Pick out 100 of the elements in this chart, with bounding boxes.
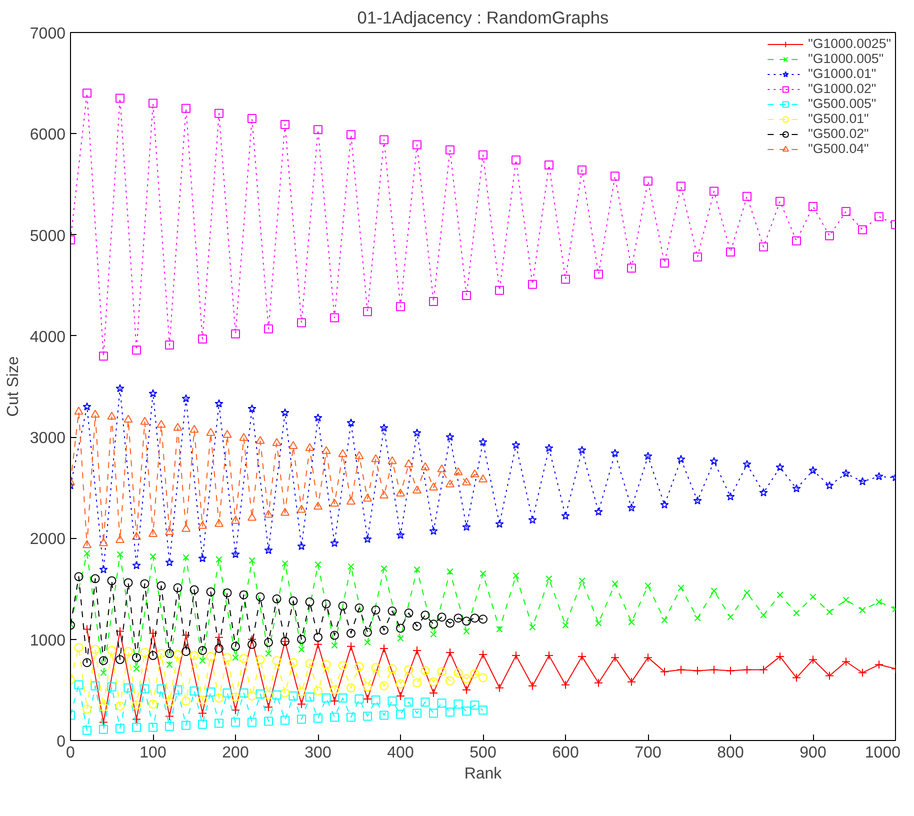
point xyxy=(256,592,265,602)
x-tick-label: 700 xyxy=(634,744,662,762)
point xyxy=(478,673,488,682)
point xyxy=(256,436,265,444)
point xyxy=(331,642,338,649)
point xyxy=(297,634,306,644)
point xyxy=(190,424,199,433)
point xyxy=(124,683,133,692)
point xyxy=(627,264,636,273)
point xyxy=(272,438,282,446)
point xyxy=(165,712,174,721)
point xyxy=(388,696,397,706)
point xyxy=(248,692,256,700)
legend-label: "G500.005" xyxy=(808,96,876,111)
point xyxy=(578,652,586,662)
point xyxy=(116,384,124,392)
point xyxy=(190,686,199,696)
point xyxy=(396,624,405,633)
point xyxy=(198,334,207,344)
point xyxy=(546,575,552,582)
point xyxy=(297,714,306,724)
point xyxy=(380,565,388,572)
point xyxy=(792,236,801,246)
point xyxy=(644,653,652,662)
point xyxy=(495,520,504,528)
point xyxy=(124,414,133,423)
point xyxy=(437,612,446,622)
point xyxy=(90,644,100,654)
point xyxy=(876,598,882,606)
point xyxy=(182,720,190,730)
point xyxy=(338,694,348,703)
point xyxy=(99,656,108,666)
point xyxy=(214,108,224,118)
chart-title: 01-1Adjacency : RandomGraphs xyxy=(357,8,610,28)
point xyxy=(265,650,272,657)
point xyxy=(726,666,735,676)
x-tick-label: 200 xyxy=(222,744,249,762)
point xyxy=(133,665,140,672)
point xyxy=(429,677,438,686)
point xyxy=(99,718,108,727)
point xyxy=(627,677,636,686)
point xyxy=(330,538,339,548)
point xyxy=(288,691,298,700)
point xyxy=(610,448,620,457)
point xyxy=(858,477,867,486)
point xyxy=(248,512,256,521)
point xyxy=(437,698,446,708)
point xyxy=(74,642,84,652)
point xyxy=(280,408,290,417)
point xyxy=(288,441,298,449)
point xyxy=(264,546,273,554)
point xyxy=(182,524,190,532)
point xyxy=(182,630,190,640)
point xyxy=(182,647,190,656)
legend-label: "G1000.01" xyxy=(808,66,876,81)
point xyxy=(429,708,438,718)
point xyxy=(231,516,240,524)
point xyxy=(148,389,158,398)
point xyxy=(231,642,240,651)
point xyxy=(348,563,354,570)
point xyxy=(314,125,322,134)
point xyxy=(248,404,256,412)
point xyxy=(396,679,405,688)
point xyxy=(380,135,388,144)
point xyxy=(388,664,397,674)
point xyxy=(363,534,372,543)
point xyxy=(116,702,124,711)
point xyxy=(363,682,372,692)
point xyxy=(346,496,356,505)
x-tick-label: 400 xyxy=(387,744,414,762)
point xyxy=(388,606,397,616)
point xyxy=(561,511,570,520)
point xyxy=(305,597,314,606)
point xyxy=(140,416,150,425)
point xyxy=(396,302,405,312)
point xyxy=(437,464,446,472)
point xyxy=(562,622,569,629)
point xyxy=(446,676,454,686)
x-tick-label: 600 xyxy=(552,744,579,762)
point xyxy=(380,490,388,499)
point xyxy=(661,616,668,624)
point xyxy=(759,242,768,252)
point xyxy=(132,561,141,570)
point xyxy=(206,687,216,696)
point xyxy=(578,166,586,175)
point xyxy=(248,634,256,644)
point xyxy=(446,568,454,575)
point xyxy=(742,460,752,468)
y-tick-label: 1000 xyxy=(30,632,66,650)
point xyxy=(346,712,356,722)
point xyxy=(594,678,603,688)
point xyxy=(206,428,216,436)
point xyxy=(363,628,372,637)
point xyxy=(710,665,718,674)
point xyxy=(140,684,150,694)
point xyxy=(239,432,248,441)
x-axis-title: Rank xyxy=(464,766,503,782)
x-tick-label: 800 xyxy=(717,744,744,762)
point xyxy=(397,635,404,642)
y-tick-label: 2000 xyxy=(30,531,66,548)
